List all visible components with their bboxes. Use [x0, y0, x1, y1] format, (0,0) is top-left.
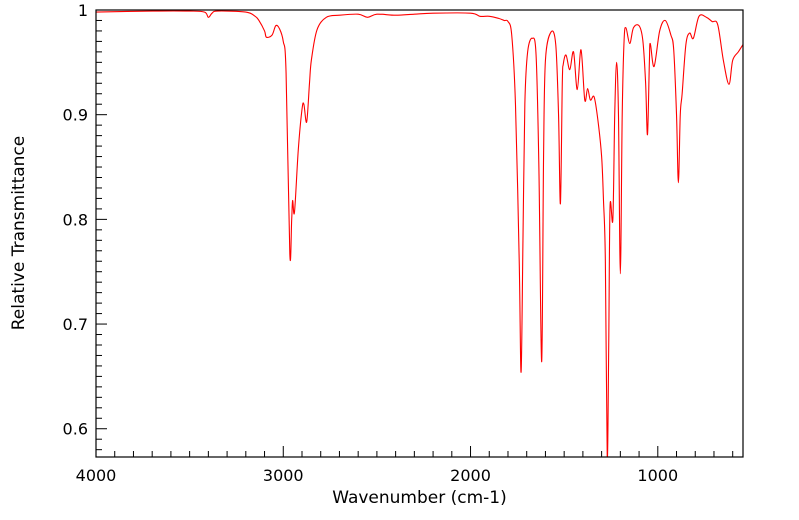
x-tick-label: 2000	[450, 466, 491, 485]
x-tick-label: 1000	[637, 466, 678, 485]
y-tick-labels: 0.6 0.7 0.8 0.9 1	[63, 1, 88, 439]
plot-frame	[95, 9, 744, 458]
x-axis-label: Wavenumber (cm-1)	[332, 488, 507, 508]
y-tick-label: 1	[78, 1, 88, 20]
x-tick-label: 4000	[76, 466, 117, 485]
axis-ticks	[95, 9, 734, 457]
spectrum-line	[96, 10, 743, 457]
y-tick-label: 0.7	[63, 315, 88, 334]
x-tick-label: 3000	[263, 466, 304, 485]
y-tick-label: 0.6	[63, 420, 88, 439]
x-tick-labels: 4000 3000 2000 1000	[76, 466, 679, 485]
y-tick-label: 0.8	[63, 210, 88, 229]
y-tick-label: 0.9	[63, 106, 88, 125]
y-axis-label: Relative Transmittance	[9, 136, 29, 331]
